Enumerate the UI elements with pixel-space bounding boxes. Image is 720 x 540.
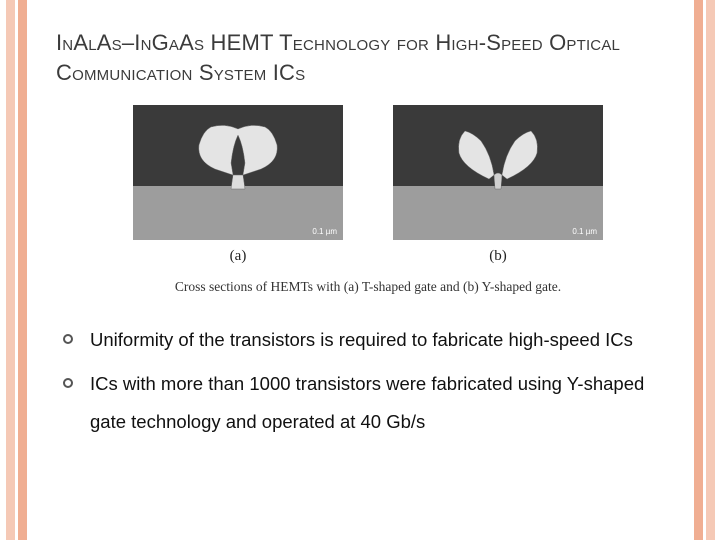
sem-image-b: 0.1 µm: [393, 105, 603, 240]
figure-area: 0.1 µm (a) 0.1 µm (b): [56, 105, 680, 295]
stripe-right-outer: [706, 0, 715, 540]
figure-letter-a: (a): [230, 248, 247, 265]
figure-caption: Cross sections of HEMTs with (a) T-shape…: [175, 279, 561, 295]
bullet-text: Uniformity of the transistors is require…: [90, 321, 680, 359]
scale-label-a: 0.1 µm: [312, 227, 337, 236]
bullet-item: ICs with more than 1000 transistors were…: [60, 365, 680, 441]
bullet-text: ICs with more than 1000 transistors were…: [90, 365, 680, 441]
stripe-right-inner: [694, 0, 703, 540]
scale-label-b: 0.1 µm: [572, 227, 597, 236]
figure-panel-a: 0.1 µm (a): [133, 105, 343, 265]
sem-image-a: 0.1 µm: [133, 105, 343, 240]
figure-row: 0.1 µm (a) 0.1 µm (b): [133, 105, 603, 265]
figure-letter-b: (b): [489, 248, 507, 265]
slide-title: InAlAs–InGaAs HEMT Technology for High-S…: [56, 28, 680, 87]
bullet-item: Uniformity of the transistors is require…: [60, 321, 680, 359]
figure-panel-b: 0.1 µm (b): [393, 105, 603, 265]
gate-shape-b: [393, 105, 603, 240]
stripe-left-outer: [6, 0, 15, 540]
bullet-donut-icon: [60, 327, 76, 351]
bullet-donut-icon: [60, 371, 76, 395]
stripe-left-inner: [18, 0, 27, 540]
bullet-list: Uniformity of the transistors is require…: [56, 321, 680, 441]
slide-content: InAlAs–InGaAs HEMT Technology for High-S…: [0, 0, 720, 467]
gate-shape-a: [133, 105, 343, 240]
